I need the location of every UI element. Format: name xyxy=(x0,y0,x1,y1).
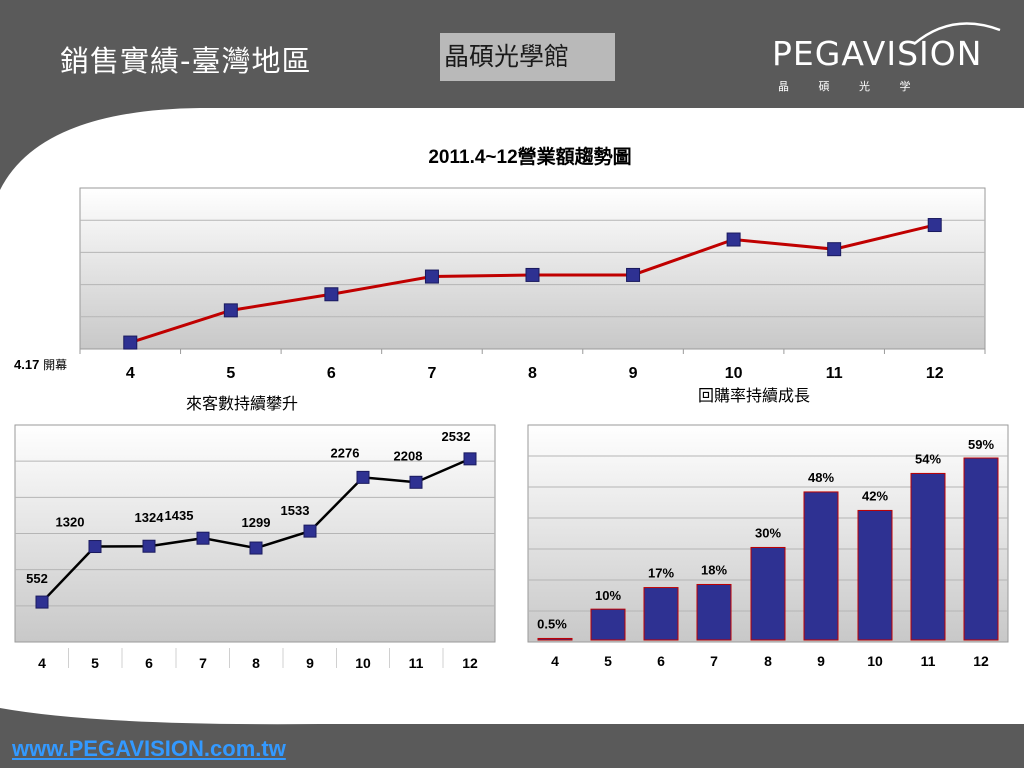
website-link[interactable]: www.PEGAVISION.com.tw xyxy=(12,736,286,761)
data-point xyxy=(142,539,156,553)
logo-subtitle: 晶 碩 光 学 xyxy=(778,80,924,93)
x-tick-label: 5 xyxy=(91,655,99,671)
x-tick-label: 4 xyxy=(126,365,135,382)
logo-text: PEGAVISION xyxy=(772,34,983,73)
data-point xyxy=(409,475,423,489)
data-label: 54% xyxy=(915,451,941,466)
data-label: 30% xyxy=(755,525,781,540)
x-tick-label: 4 xyxy=(38,655,46,671)
opening-date: 4.17 xyxy=(14,357,40,372)
data-point xyxy=(196,531,210,545)
data-label: 1435 xyxy=(165,508,194,523)
x-tick-label: 8 xyxy=(764,653,772,669)
data-point xyxy=(303,524,317,538)
x-tick-label: 12 xyxy=(926,365,944,382)
data-label: 10% xyxy=(595,588,621,603)
visitors-chart-title: 來客數持續攀升 xyxy=(186,394,299,413)
data-point xyxy=(424,269,439,284)
x-tick-label: 8 xyxy=(528,365,537,382)
repurchase-bar xyxy=(803,491,839,641)
repurchase-bar xyxy=(910,472,946,641)
x-tick-label: 10 xyxy=(725,365,743,382)
repurchase-bar xyxy=(750,546,786,641)
data-label: 18% xyxy=(701,562,727,577)
repurchase-bar xyxy=(643,587,679,641)
repurchase-bar xyxy=(963,457,999,641)
repurchase-bar xyxy=(537,637,573,641)
footer-band xyxy=(0,708,1024,768)
data-point xyxy=(324,287,339,302)
header-band xyxy=(0,0,1024,190)
data-label: 2208 xyxy=(394,448,423,463)
data-label: 2532 xyxy=(442,429,471,444)
x-tick-label: 6 xyxy=(657,653,665,669)
logo-swoosh-icon xyxy=(913,22,1001,45)
x-tick-label: 6 xyxy=(145,655,153,671)
x-tick-label: 7 xyxy=(199,655,207,671)
x-tick-label: 11 xyxy=(826,365,843,382)
x-tick-label: 5 xyxy=(226,365,235,382)
data-point xyxy=(356,470,370,484)
x-tick-label: 5 xyxy=(604,653,612,669)
x-tick-label: 12 xyxy=(973,653,989,669)
repurchase-bar xyxy=(696,583,732,641)
opening-label: 開幕 xyxy=(43,358,68,372)
data-point xyxy=(827,242,842,257)
x-tick-label: 11 xyxy=(409,655,424,671)
repurchase-chart-title: 回購率持續成長 xyxy=(698,386,811,405)
company-logo: PEGAVISION 晶 碩 光 学 xyxy=(772,22,1002,93)
x-tick-label: 4 xyxy=(551,653,559,669)
x-tick-label: 9 xyxy=(629,365,638,382)
x-tick-label: 6 xyxy=(327,365,336,382)
data-point xyxy=(249,541,263,555)
repurchase-bar xyxy=(857,509,893,641)
data-point xyxy=(525,267,540,282)
data-label: 0.5% xyxy=(537,616,567,631)
x-tick-label: 10 xyxy=(867,653,883,669)
data-point xyxy=(626,267,641,282)
data-label: 1299 xyxy=(242,515,271,530)
x-tick-label: 10 xyxy=(355,655,371,671)
data-point xyxy=(463,452,477,466)
x-tick-label: 7 xyxy=(427,365,436,382)
page-title: 銷售實績-臺灣地區 xyxy=(60,44,312,78)
data-point xyxy=(927,218,942,233)
x-tick-label: 8 xyxy=(252,655,260,671)
store-badge: 晶碩光學館 xyxy=(440,33,615,81)
x-tick-label: 7 xyxy=(710,653,718,669)
data-label: 1324 xyxy=(135,510,165,525)
data-label: 552 xyxy=(26,571,48,586)
opening-note: 4.17 開幕 xyxy=(14,356,67,373)
data-label: 17% xyxy=(648,566,674,581)
data-point xyxy=(123,335,138,350)
x-tick-label: 9 xyxy=(817,653,825,669)
data-label: 1320 xyxy=(56,515,85,530)
data-point xyxy=(726,232,741,247)
data-label: 48% xyxy=(808,470,834,485)
data-point xyxy=(223,303,238,318)
data-label: 59% xyxy=(968,437,994,452)
data-label: 1533 xyxy=(281,503,310,518)
data-point xyxy=(88,540,102,554)
data-label: 42% xyxy=(862,488,888,503)
repurchase-bar xyxy=(590,608,626,641)
sales-chart-title: 2011.4~12營業額趨勢圖 xyxy=(428,147,632,168)
data-label: 2276 xyxy=(331,445,360,460)
data-point xyxy=(35,595,49,609)
x-tick-label: 9 xyxy=(306,655,314,671)
x-tick-label: 12 xyxy=(462,655,478,671)
x-tick-label: 11 xyxy=(921,653,936,669)
